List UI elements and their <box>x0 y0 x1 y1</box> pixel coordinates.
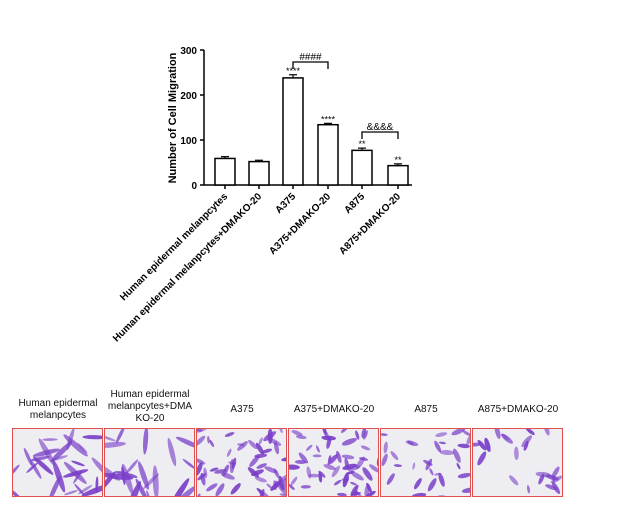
bar <box>282 77 304 186</box>
panel-label: Human epidermal melanpcytes+DMA KO-20 <box>107 389 193 424</box>
microscopy-image <box>196 428 287 497</box>
x-tick-label: A375+DMAKO-20 <box>267 191 333 257</box>
bar <box>317 123 339 186</box>
y-tick-label: 200 <box>180 91 197 102</box>
panel-label: A875+DMAKO-20 <box>477 404 559 415</box>
microscopy-image <box>12 428 103 497</box>
x-tick-label: Human epidermal melanpcytes+DMAKO-20 <box>111 191 264 344</box>
y-tick-label: 100 <box>180 136 197 147</box>
bar <box>248 160 270 186</box>
microscopy-image <box>104 428 195 497</box>
panel-label: A875 <box>414 404 438 415</box>
x-tick-label: A375 <box>273 191 298 216</box>
cell-stain-image <box>197 429 286 496</box>
microscopy-image <box>472 428 563 497</box>
comparison-bracket <box>361 131 399 139</box>
panel-label: A375 <box>230 404 254 415</box>
y-tick-label: 300 <box>180 46 197 57</box>
comparison-bracket <box>292 61 329 69</box>
y-axis-label: Number of Cell Migration <box>167 52 179 183</box>
significance-mark: ** <box>358 139 366 149</box>
x-tick-label: A875 <box>342 191 367 216</box>
significance-mark: **** <box>286 66 301 76</box>
y-tick-label: 0 <box>191 181 197 192</box>
bar <box>387 164 409 186</box>
cell-stain-image <box>13 429 102 496</box>
bar <box>214 157 236 186</box>
cell-stain-image <box>381 429 470 496</box>
bar <box>351 149 373 186</box>
microscopy-image <box>288 428 379 497</box>
significance-mark: ** <box>394 155 402 165</box>
cell-stain-image <box>473 429 562 495</box>
x-tick-label: A875+DMAKO-20 <box>337 191 403 257</box>
significance-mark: **** <box>321 114 336 124</box>
panel-label: Human epidermal melanpcytes <box>18 398 98 421</box>
microscopy-image <box>380 428 471 497</box>
comparison-label: &&&& <box>367 122 394 133</box>
cell-stain-image <box>289 429 378 496</box>
panel-label: A375+DMAKO-20 <box>293 404 375 415</box>
comparison-label: #### <box>299 52 322 63</box>
cell-stain-image <box>105 429 194 496</box>
